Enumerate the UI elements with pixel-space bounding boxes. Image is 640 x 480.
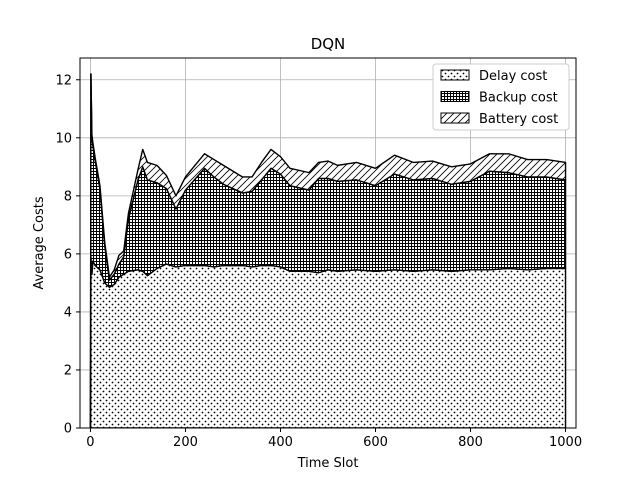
legend-swatch-battery-cost	[440, 112, 470, 124]
x-axis-label: Time Slot	[297, 456, 359, 471]
x-tick-label: 600	[363, 435, 388, 450]
y-axis-ticks: 0 2 4 6 8 10 12	[55, 73, 80, 437]
legend-label-delay-cost: Delay cost	[479, 69, 547, 84]
chart-title: DQN	[311, 35, 346, 53]
area-battery-cost	[89, 73, 567, 428]
plot-frame	[79, 57, 577, 429]
legend-label-backup-cost: Backup cost	[479, 91, 558, 106]
y-tick-label: 10	[55, 131, 72, 146]
y-axis-label: Average Costs	[32, 196, 47, 289]
area-delay-cost	[89, 256, 567, 428]
y-tick-label: 8	[64, 189, 72, 204]
y-tick-label: 0	[64, 422, 72, 437]
y-tick-label: 12	[55, 73, 72, 88]
x-tick-label: 400	[268, 435, 293, 450]
x-tick-label: 800	[458, 435, 483, 450]
area-series-group	[89, 73, 567, 428]
x-axis-ticks: 0 200 400 600 800 1000	[86, 428, 582, 450]
y-tick-label: 4	[64, 305, 72, 320]
legend-swatch-delay-cost	[440, 69, 470, 81]
x-tick-label: 1000	[549, 435, 582, 450]
y-tick-label: 6	[64, 247, 72, 262]
legend-swatch-backup-cost	[440, 91, 470, 102]
x-tick-label: 0	[86, 435, 94, 450]
x-tick-label: 200	[173, 435, 198, 450]
legend: Delay cost Backup cost Battery cost	[432, 63, 570, 131]
legend-label-battery-cost: Battery cost	[479, 112, 558, 127]
y-tick-label: 2	[64, 363, 72, 378]
